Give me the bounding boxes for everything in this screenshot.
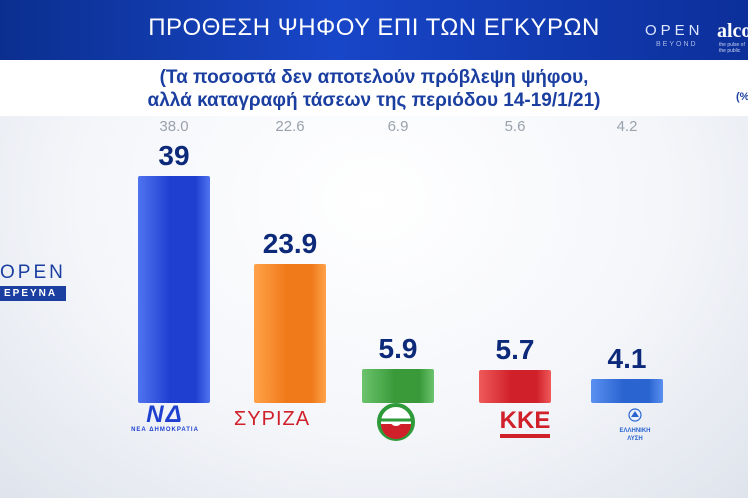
bar-3 (362, 368, 434, 403)
bar-2 (254, 263, 326, 403)
side-logo-open: OPEN (0, 262, 66, 283)
bar-5 (591, 379, 663, 403)
unit-note: (% (736, 91, 748, 103)
elliniki-lysi-emblem-icon (628, 408, 642, 422)
current-value-label: 5.9 (378, 332, 418, 364)
subtitle-band (0, 60, 748, 116)
bar-4 (479, 369, 551, 403)
side-logo-erevna: ΕΡΕΥΝΑ (0, 286, 66, 301)
bar-1 (138, 175, 210, 403)
syriza-logo-text: ΣΥΡΙΖΑ (233, 408, 311, 430)
previous-value-label: 6.9 (387, 118, 409, 135)
previous-value-label: 5.6 (504, 118, 526, 135)
kinal-logo (366, 402, 426, 442)
elliniki-lysi-line-2: ΛΥΣΗ (627, 436, 643, 442)
current-value-label: 39 (158, 139, 190, 171)
chart-subtitle: (Τα ποσοστά δεν αποτελούν πρόβλεψη ψήφου… (0, 66, 748, 112)
alco-logo: alco (717, 20, 748, 42)
chart-title: ΠΡΟΘΕΣΗ ΨΗΦΟΥ ΕΠΙ ΤΩΝ ΕΓΚΥΡΩΝ (148, 14, 600, 41)
header-bar (0, 0, 748, 60)
kinal-emblem-icon (377, 403, 415, 441)
subtitle-line-2: αλλά καταγραφή τάσεων της περιόδου 14-19… (147, 90, 601, 111)
open-logo: OPEN (645, 22, 704, 39)
kke-logo: ΚΚΕ (480, 408, 570, 438)
open-erevna-logo: OPEN ΕΡΕΥΝΑ (0, 262, 66, 301)
subtitle-line-1: (Τα ποσοστά δεν αποτελούν πρόβλεψη ψήφου… (159, 67, 589, 88)
previous-value-label: 4.2 (616, 118, 638, 135)
current-value-label: 5.7 (495, 333, 535, 365)
previous-value-label: 38.0 (159, 118, 189, 135)
syriza-logo: ΣΥΡΙΖΑ (212, 408, 332, 431)
open-beyond-logo: BEYOND (656, 41, 698, 48)
alco-logo-sub: the pulse of the public (719, 42, 745, 54)
kke-logo-text: ΚΚΕ (499, 408, 551, 438)
current-value-label: 4.1 (607, 343, 647, 375)
current-value-label: 23.9 (262, 227, 318, 259)
nd-logo: ΝΔ ΝΕΑ ΔΗΜΟΚΡΑΤΙΑ (120, 401, 210, 434)
previous-value-label: 22.6 (275, 118, 305, 135)
elliniki-lysi-line-1: ΕΛΛΗΝΙΚΗ (619, 428, 651, 434)
nd-logo-abbr: ΝΔ (146, 401, 184, 428)
elliniki-lysi-logo: ΕΛΛΗΝΙΚΗ ΛΥΣΗ (600, 408, 670, 443)
nd-logo-sub: ΝΕΑ ΔΗΜΟΚΡΑΤΙΑ (131, 427, 199, 433)
